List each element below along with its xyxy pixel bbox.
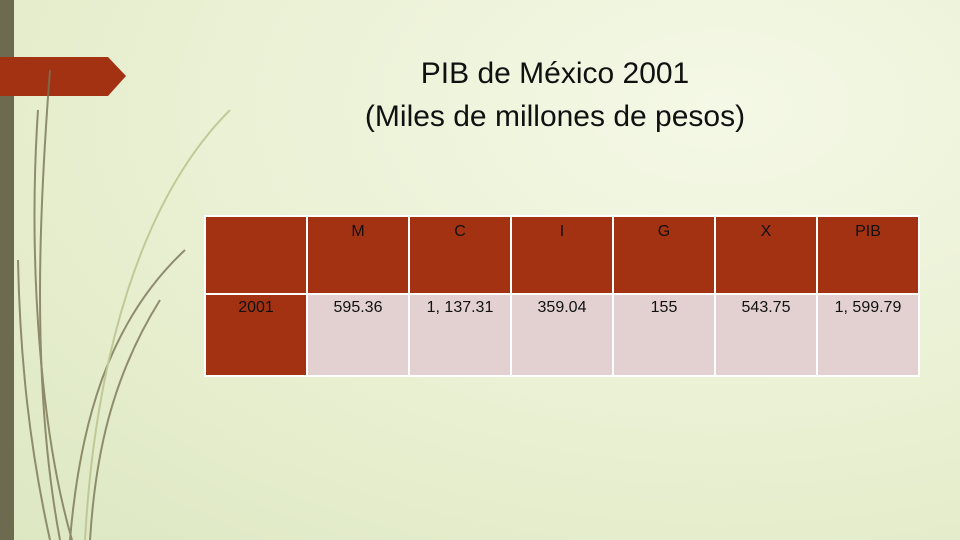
- table-row: M C I G X PIB: [204, 215, 920, 295]
- title: PIB de México 2001 (Miles de millones de…: [300, 52, 810, 138]
- title-line: PIB de México 2001: [420, 57, 690, 90]
- side-strip: [0, 0, 14, 540]
- cell: 543.75: [714, 293, 818, 377]
- cell: 155: [612, 293, 716, 377]
- cell: 1, 599.79: [816, 293, 920, 377]
- header-cell: C: [408, 215, 512, 295]
- cell: 2001: [204, 293, 308, 377]
- header-cell: [204, 215, 308, 295]
- header-cell: G: [612, 215, 716, 295]
- header-cell: X: [714, 215, 818, 295]
- header-cell: I: [510, 215, 614, 295]
- curves: [17, 69, 231, 540]
- header-cell: M: [306, 215, 410, 295]
- arrow-banner: [0, 57, 126, 96]
- table-row: 2001 595.36 1, 137.31 359.04 155 543.75 1, 599…: [204, 293, 920, 377]
- header-cell: PIB: [816, 215, 920, 295]
- data-table: M C I G X PIB 2001 595.36 1, 137.31 359.04 155 543.…: [204, 215, 920, 377]
- cell: 595.36: [306, 293, 410, 377]
- cell: 1, 137.31: [408, 293, 512, 377]
- title-line: (Miles de millones de pesos): [364, 100, 746, 133]
- cell: 359.04: [510, 293, 614, 377]
